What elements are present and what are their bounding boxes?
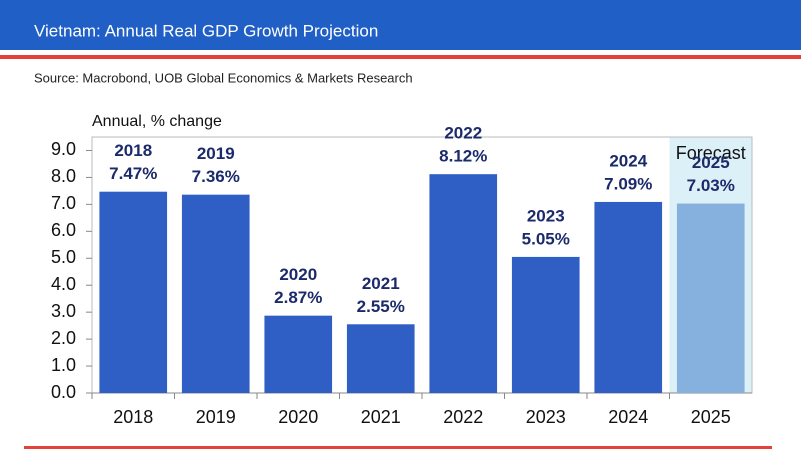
data-label: 7.36% [192, 167, 240, 186]
y-tick-label: 3.0 [51, 301, 76, 321]
bar [511, 256, 580, 393]
bar-label-year: 2023 [527, 206, 565, 225]
annotation: Forecast [676, 143, 746, 163]
bar-label-year: 2018 [114, 141, 152, 160]
bar-label-year: 2021 [362, 274, 400, 293]
data-label: 7.47% [109, 164, 157, 183]
y-tick-label: 0.0 [51, 382, 76, 402]
bar-label-year: 2019 [197, 144, 235, 163]
header-rule [0, 55, 801, 59]
data-label: 2.87% [274, 288, 322, 307]
y-axis-label: Annual, % change [92, 113, 222, 130]
bar [676, 203, 745, 393]
y-tick-label: 4.0 [51, 274, 76, 294]
x-tick-label: 2019 [196, 407, 236, 427]
x-tick-label: 2020 [278, 407, 318, 427]
x-tick-label: 2025 [691, 407, 731, 427]
bar [99, 191, 168, 393]
bar-label-year: 2024 [609, 151, 647, 170]
data-label: 2.55% [357, 297, 405, 316]
bar-label-year: 2025 [692, 153, 730, 172]
bar [594, 201, 663, 393]
data-label: 5.05% [522, 229, 570, 248]
bar-label-year: 2022 [444, 124, 482, 143]
y-tick-label: 7.0 [51, 193, 76, 213]
chart-title: Vietnam: Annual Real GDP Growth Projecti… [34, 21, 378, 40]
bar [346, 324, 415, 393]
chart-subtitle: Source: Macrobond, UOB Global Economics … [34, 70, 413, 85]
y-tick-label: 9.0 [51, 139, 76, 159]
x-tick-label: 2022 [443, 407, 483, 427]
x-tick-label: 2023 [526, 407, 566, 427]
y-tick-label: 6.0 [51, 220, 76, 240]
y-tick-label: 2.0 [51, 328, 76, 348]
data-label: 7.09% [604, 174, 652, 193]
y-tick-label: 8.0 [51, 166, 76, 186]
bar-label-year: 2020 [279, 265, 317, 284]
y-tick-label: 1.0 [51, 355, 76, 375]
bar [264, 315, 333, 393]
bar [181, 194, 250, 393]
x-tick-label: 2021 [361, 407, 401, 427]
x-tick-label: 2018 [113, 407, 153, 427]
data-label: 8.12% [439, 147, 487, 166]
x-tick-label: 2024 [608, 407, 648, 427]
header-bar [0, 0, 801, 50]
data-label: 7.03% [687, 176, 735, 195]
y-tick-label: 5.0 [51, 247, 76, 267]
footer-rule [24, 446, 772, 449]
bar [429, 174, 498, 393]
